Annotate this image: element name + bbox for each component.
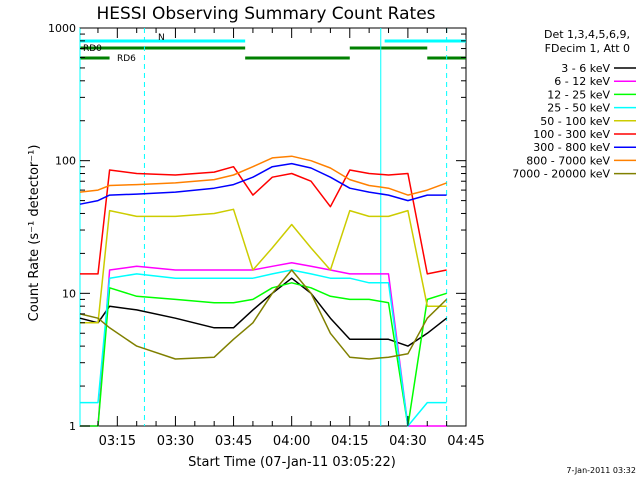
legend-label: 7000 - 20000 keV bbox=[512, 168, 610, 181]
series-line-6 bbox=[79, 162, 447, 205]
y-axis-label: Count Rate (s⁻¹ detector⁻¹) bbox=[27, 145, 42, 322]
timestamp: 7-Jan-2011 03:32 bbox=[566, 466, 636, 475]
rd0-bar-label: RD0 bbox=[83, 44, 102, 54]
x-tick-label: 03:15 bbox=[99, 434, 136, 449]
rd6-bar-label: RD6 bbox=[117, 54, 136, 64]
plot-frame bbox=[79, 27, 467, 427]
series-line-1 bbox=[80, 262, 447, 427]
x-tick-label: 04:30 bbox=[389, 434, 426, 449]
legend-label: 800 - 7000 keV bbox=[526, 154, 610, 167]
y-tick-label: 100 bbox=[55, 155, 76, 168]
legend-label: 300 - 800 keV bbox=[533, 141, 610, 154]
legend-label: 50 - 100 keV bbox=[540, 115, 610, 128]
x-tick-label: 04:45 bbox=[447, 434, 484, 449]
y-tick-label: 10 bbox=[62, 287, 76, 300]
x-tick-label: 04:00 bbox=[273, 434, 310, 449]
legend: Det 1,3,4,5,6,9, FDecim 1, Att 0 3 - 6 k… bbox=[512, 28, 636, 181]
x-tick-label: 04:15 bbox=[331, 434, 368, 449]
x-axis: 03:15 03:30 03:45 04:00 04:15 04:30 04:45 bbox=[97, 28, 485, 449]
n-bar-label: N bbox=[158, 33, 165, 43]
legend-header-line-1: Det 1,3,4,5,6,9, bbox=[544, 28, 630, 41]
series-line-8 bbox=[79, 269, 448, 360]
series-line-3 bbox=[80, 269, 447, 427]
series-line-5 bbox=[80, 165, 447, 275]
annotation-bars: N RD0 RD6 bbox=[80, 33, 466, 64]
series-line-4 bbox=[80, 208, 447, 324]
legend-label: 6 - 12 keV bbox=[554, 75, 610, 88]
x-axis-label: Start Time (07-Jan-11 03:05:22) bbox=[188, 455, 396, 470]
legend-label: 3 - 6 keV bbox=[561, 62, 610, 75]
legend-label: 25 - 50 keV bbox=[547, 102, 610, 115]
y-tick-label: 1 bbox=[69, 420, 76, 433]
series-line-7 bbox=[79, 155, 447, 196]
y-axis: 1 10 100 1000 bbox=[48, 22, 466, 433]
legend-label: 100 - 300 keV bbox=[533, 128, 610, 141]
series-line-2 bbox=[80, 282, 447, 427]
vertical-markers bbox=[79, 28, 448, 426]
x-tick-label: 03:45 bbox=[215, 434, 252, 449]
legend-label: 12 - 25 keV bbox=[547, 88, 610, 101]
chart-title: HESSI Observing Summary Count Rates bbox=[96, 4, 435, 24]
legend-header-line-2: FDecim 1, Att 0 bbox=[545, 42, 630, 55]
x-tick-label: 03:30 bbox=[157, 434, 194, 449]
series-group bbox=[79, 155, 448, 427]
y-tick-label: 1000 bbox=[48, 22, 76, 35]
series-line-0 bbox=[79, 277, 448, 347]
